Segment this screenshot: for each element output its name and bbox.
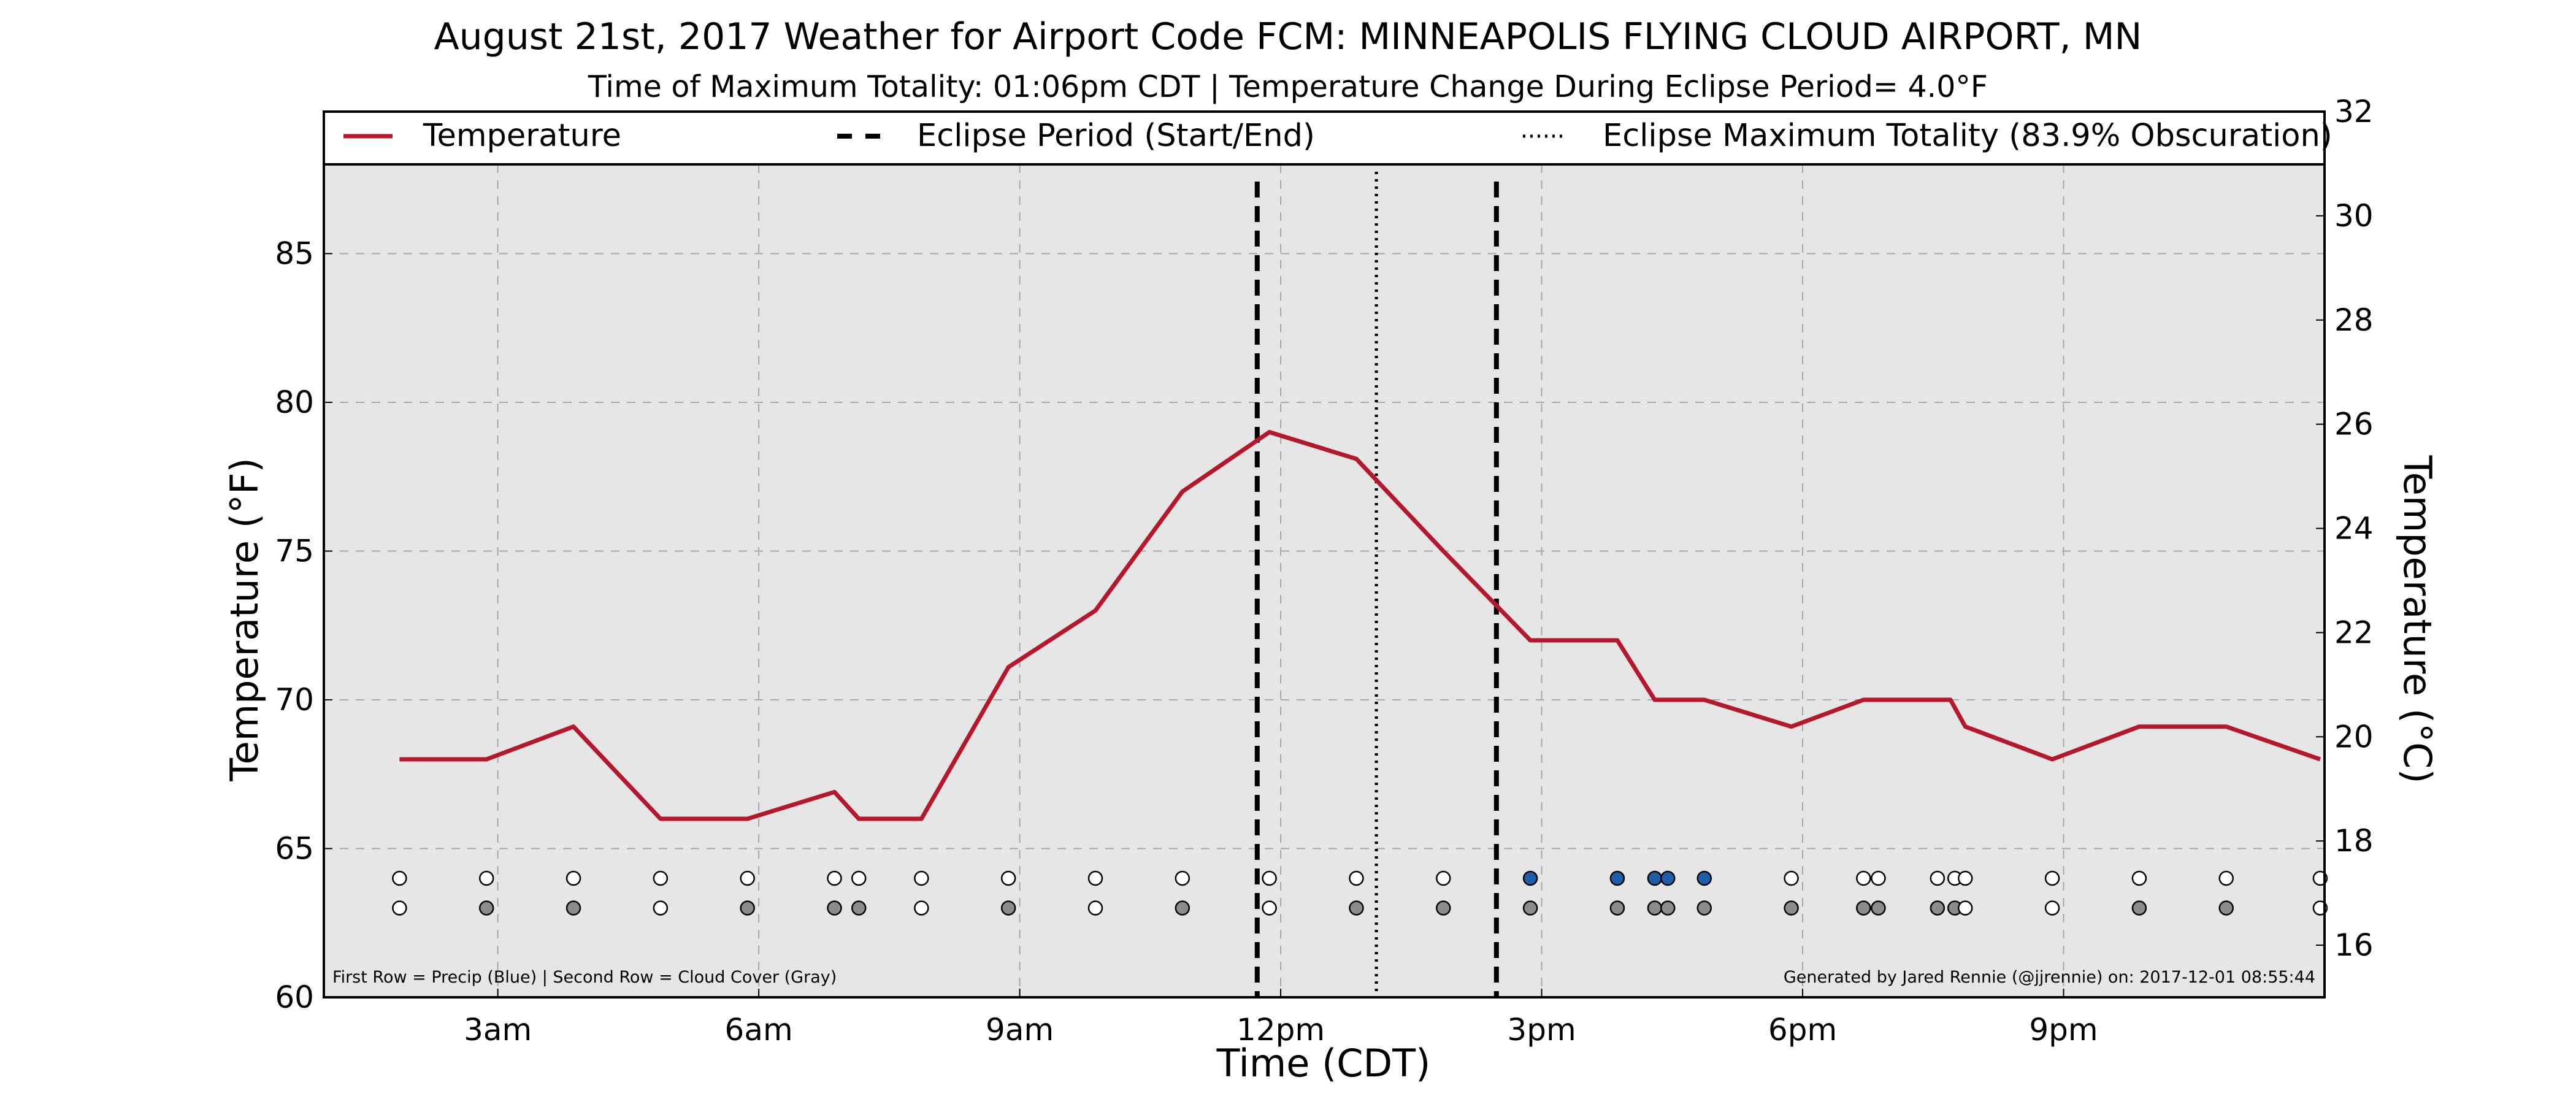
cloud-marker (1660, 900, 1676, 916)
cloud-marker (1930, 900, 1945, 916)
cloud-marker (1871, 900, 1886, 916)
y-right-tick-label: 24 (2334, 511, 2374, 546)
cloud-marker (1958, 900, 1973, 916)
cloud-marker (2131, 900, 2147, 916)
cloud-marker (1856, 900, 1871, 916)
x-tick-label: 9pm (2029, 1012, 2098, 1048)
cloud-marker (740, 900, 755, 916)
y-right-tick-label: 16 (2334, 927, 2374, 963)
x-tick-label: 3pm (1507, 1012, 1576, 1048)
x-tick-label: 12pm (1236, 1012, 1325, 1048)
y-axis-label-left: Temperature (°F) (222, 458, 267, 781)
cloud-marker (565, 900, 581, 916)
cloud-marker (1696, 900, 1712, 916)
cloud-marker (1000, 900, 1016, 916)
cloud-marker (1647, 900, 1663, 916)
cloud-marker (1087, 900, 1103, 916)
precip-marker (1087, 870, 1103, 886)
precip-marker (1660, 870, 1676, 886)
cloud-marker (2044, 900, 2060, 916)
precip-marker (1647, 870, 1663, 886)
cloud-marker (392, 900, 407, 916)
y-axis-label-right: Temperature (°C) (2395, 454, 2440, 783)
precip-marker (1930, 870, 1945, 886)
legend-item-label: Eclipse Period (Start/End) (917, 118, 1315, 154)
precip-marker (1696, 870, 1712, 886)
legend (323, 110, 2326, 166)
precip-marker (1522, 870, 1538, 886)
cloud-marker (1522, 900, 1538, 916)
precip-marker (653, 870, 669, 886)
x-tick-label: 3am (464, 1012, 532, 1048)
y-tick-label: 85 (275, 236, 314, 272)
cloud-marker (1436, 900, 1451, 916)
y-right-tick-label: 32 (2334, 94, 2374, 129)
precip-marker (1349, 870, 1364, 886)
y-tick-label: 60 (275, 979, 314, 1015)
cloud-marker (851, 900, 867, 916)
chart-subtitle: Time of Maximum Totality: 01:06pm CDT | … (588, 69, 1988, 104)
precip-marker (1000, 870, 1016, 886)
x-axis-label: Time (CDT) (1216, 1041, 1431, 1086)
y-right-tick-label: 22 (2334, 615, 2374, 650)
cloud-marker (1175, 900, 1190, 916)
legend-item-label: Eclipse Maximum Totality (83.9% Obscurat… (1603, 118, 2333, 154)
precip-marker (1958, 870, 1973, 886)
precip-marker (392, 870, 407, 886)
cloud-marker (827, 900, 842, 916)
precip-marker (1262, 870, 1277, 886)
precip-marker (740, 870, 755, 886)
precip-marker (2218, 870, 2234, 886)
precip-marker (2044, 870, 2060, 886)
footnote-left: First Row = Precip (Blue) | Second Row =… (332, 968, 837, 987)
cloud-marker (478, 900, 494, 916)
cloud-marker (1609, 900, 1625, 916)
precip-marker (1175, 870, 1190, 886)
y-tick-label: 80 (275, 385, 314, 420)
x-tick-label: 6am (725, 1012, 793, 1048)
temperature-line (399, 430, 2321, 821)
precip-marker (1856, 870, 1871, 886)
precip-marker (2131, 870, 2147, 886)
y-right-tick-label: 30 (2334, 198, 2374, 234)
chart-title: August 21st, 2017 Weather for Airport Co… (434, 15, 2142, 58)
cloud-marker (653, 900, 669, 916)
y-right-tick-label: 18 (2334, 823, 2374, 859)
cloud-marker (1784, 900, 1799, 916)
cloud-marker (1349, 900, 1364, 916)
precip-marker (478, 870, 494, 886)
cloud-marker (1262, 900, 1277, 916)
legend-item-label: Temperature (423, 118, 621, 154)
y-right-tick-label: 20 (2334, 719, 2374, 754)
precip-marker (565, 870, 581, 886)
cloud-marker (2218, 900, 2234, 916)
y-right-tick-label: 28 (2334, 302, 2374, 338)
precip-marker (1784, 870, 1799, 886)
precip-marker (827, 870, 842, 886)
y-tick-label: 70 (275, 682, 314, 718)
y-tick-label: 65 (275, 831, 314, 867)
precip-marker (851, 870, 867, 886)
precip-marker (914, 870, 929, 886)
precip-marker (1871, 870, 1886, 886)
precip-marker (1609, 870, 1625, 886)
x-tick-label: 9am (986, 1012, 1054, 1048)
precip-marker (1436, 870, 1451, 886)
x-tick-label: 6pm (1768, 1012, 1837, 1048)
cloud-marker (914, 900, 929, 916)
footnote-right: Generated by Jared Rennie (@jjrennie) on… (1784, 968, 2315, 987)
plot-area (324, 112, 2325, 997)
y-tick-label: 75 (275, 534, 314, 569)
y-right-tick-label: 26 (2334, 407, 2374, 442)
